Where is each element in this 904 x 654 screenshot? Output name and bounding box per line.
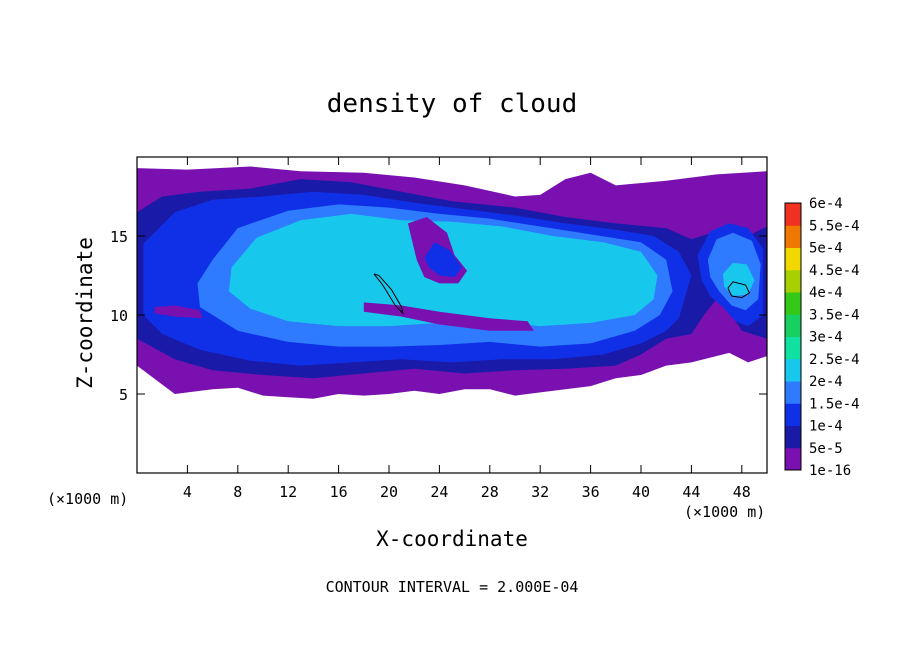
colorbar-band-2 (785, 403, 801, 426)
colorbar-label: 4.5e-4 (809, 263, 860, 279)
colorbar-label: 1.5e-4 (809, 396, 860, 412)
x-tick-label: 4 (183, 483, 192, 501)
x-tick-label: 24 (430, 483, 448, 501)
colorbar-label: 1e-16 (809, 463, 851, 479)
x-axis-ticks: 4 8 12 16 20 24 28 32 36 40 44 48 (183, 157, 751, 501)
colorbar-band-4 (785, 358, 801, 382)
y-unit-label: (×1000 m) (47, 490, 128, 508)
colorbar-label: 5e-4 (809, 241, 843, 257)
colorbar-band-5 (785, 336, 801, 360)
density-region-9 (424, 242, 463, 278)
contour-line-0 (373, 273, 404, 315)
colorbar-frame (784, 202, 802, 471)
x-tick-label: 44 (682, 483, 700, 501)
density-field (137, 166, 767, 399)
contour-line-1 (727, 281, 751, 299)
x-tick-label: 36 (582, 483, 600, 501)
colorbar-band-0 (785, 447, 801, 471)
y-axis-ticks: 5 10 15 (110, 228, 767, 404)
colorbar-band-9 (785, 247, 801, 271)
contour-lines (373, 273, 751, 315)
colorbar-band-1 (785, 425, 801, 449)
x-tick-label: 32 (531, 483, 549, 501)
colorbar-label: 4e-4 (809, 285, 843, 301)
colorbar-band-6 (785, 314, 801, 337)
x-axis-label: X-coordinate (376, 527, 528, 551)
colorbar-label: 3e-4 (809, 330, 843, 346)
colorbar-label: 3.5e-4 (809, 307, 860, 323)
chart-title: density of cloud (327, 89, 577, 119)
colorbar-label: 2.5e-4 (809, 352, 860, 368)
colorbar-band-8 (785, 269, 801, 293)
x-tick-label: 48 (733, 483, 751, 501)
x-tick-label: 28 (481, 483, 499, 501)
x-unit-label: (×1000 m) (684, 503, 765, 521)
x-tick-label: 20 (380, 483, 398, 501)
contour-interval-note: CONTOUR INTERVAL = 2.000E-04 (326, 578, 579, 596)
y-tick-label: 15 (110, 228, 128, 246)
colorbar-band-3 (785, 381, 801, 404)
density-region-10 (363, 302, 534, 331)
colorbar-label: 1e-4 (809, 419, 843, 435)
y-tick-label: 10 (110, 307, 128, 325)
x-tick-label: 16 (330, 483, 348, 501)
colorbar-label: 5e-5 (809, 441, 843, 457)
colorbar: 1e-16 5e-5 1e-4 1.5e-4 2e-4 2.5e-4 3e-4 3.5e-4 4… (784, 196, 860, 479)
density-region-11 (154, 305, 203, 319)
colorbar-label: 6e-4 (809, 196, 843, 212)
colorbar-band-10 (785, 225, 801, 248)
y-tick-label: 5 (119, 386, 128, 404)
colorbar-band-7 (785, 292, 801, 315)
x-tick-label: 12 (279, 483, 297, 501)
colorbar-band-11 (785, 203, 801, 226)
x-tick-label: 8 (233, 483, 242, 501)
colorbar-label: 2e-4 (809, 374, 843, 390)
y-axis-label: Z-coordinate (73, 237, 97, 389)
colorbar-label: 5.5e-4 (809, 218, 860, 234)
x-tick-label: 40 (632, 483, 650, 501)
